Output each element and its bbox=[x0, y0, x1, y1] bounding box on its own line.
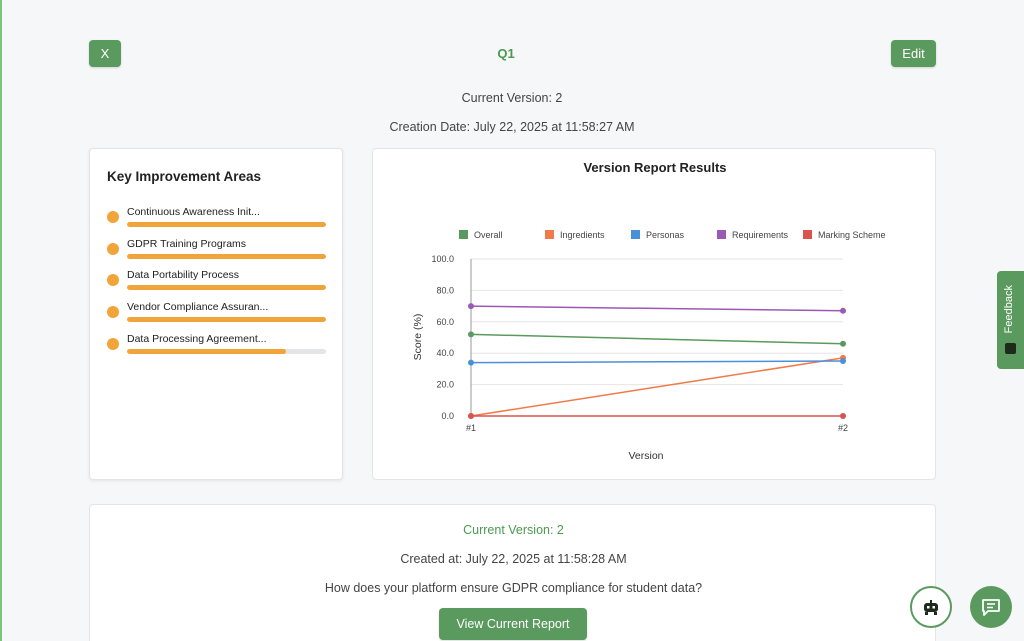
x-axis-label: Version bbox=[628, 450, 663, 462]
feedback-tab[interactable]: Feedback bbox=[997, 271, 1024, 369]
version-report-chart-card: Version Report Results Overall Ingredients… bbox=[372, 148, 936, 480]
improvement-dot-icon bbox=[107, 274, 119, 286]
key-improvement-areas-title: Key Improvement Areas bbox=[107, 169, 262, 184]
legend-swatch bbox=[459, 230, 468, 239]
legend-swatch bbox=[631, 230, 640, 239]
y-tick-label: 80.0 bbox=[436, 285, 454, 295]
improvement-item: Data Portability Process bbox=[107, 269, 327, 295]
improvement-item: Data Processing Agreement... bbox=[107, 333, 327, 359]
improvement-progress-bar bbox=[127, 254, 326, 259]
improvement-item: GDPR Training Programs bbox=[107, 238, 327, 264]
series-line bbox=[470, 333, 844, 345]
x-tick-label: #1 bbox=[466, 423, 476, 433]
data-point bbox=[468, 331, 474, 338]
y-tick-label: 20.0 bbox=[436, 380, 454, 390]
legend-label: Personas bbox=[646, 230, 685, 240]
improvement-dot-icon bbox=[107, 338, 119, 350]
creation-date-text: Creation Date: July 22, 2025 at 11:58:27… bbox=[389, 120, 635, 134]
improvement-label: Vendor Compliance Assuran... bbox=[127, 301, 269, 313]
data-point bbox=[468, 413, 474, 419]
current-version-text: Current Version: 2 bbox=[461, 91, 563, 105]
data-point bbox=[468, 303, 474, 310]
y-tick-label: 0.0 bbox=[441, 411, 454, 421]
improvement-label: GDPR Training Programs bbox=[127, 238, 247, 250]
current-version-card: Current Version: 2 Created at: July 22, … bbox=[89, 504, 936, 641]
key-improvement-areas-card: Key Improvement Areas Continuous Awarene… bbox=[89, 148, 343, 480]
legend-swatch bbox=[717, 230, 726, 239]
page-title: Q1 bbox=[497, 46, 515, 61]
created-at-text: Created at: July 22, 2025 at 11:58:28 AM bbox=[400, 552, 627, 566]
chart-title: Version Report Results bbox=[583, 160, 726, 175]
question-text: How does your platform ensure GDPR compl… bbox=[324, 581, 703, 595]
data-point bbox=[840, 358, 846, 365]
bot-icon bbox=[924, 600, 938, 615]
improvement-progress-bar bbox=[127, 285, 326, 290]
improvement-label: Data Portability Process bbox=[127, 269, 240, 281]
improvement-dot-icon bbox=[107, 211, 119, 223]
improvement-dot-icon bbox=[107, 243, 119, 255]
improvement-progress-bar bbox=[127, 349, 326, 354]
legend-label: Marking Scheme bbox=[818, 230, 886, 240]
data-point bbox=[840, 340, 846, 347]
series-line bbox=[470, 360, 844, 364]
x-tick-label: #2 bbox=[838, 423, 848, 433]
legend-label: Ingredients bbox=[560, 230, 605, 240]
chat-button[interactable] bbox=[970, 586, 1012, 628]
improvement-dot-icon bbox=[107, 306, 119, 318]
y-tick-label: 100.0 bbox=[431, 254, 454, 264]
improvement-label: Data Processing Agreement... bbox=[127, 333, 267, 345]
series-line bbox=[470, 357, 844, 417]
chat-icon bbox=[982, 599, 1000, 616]
window-left-edge bbox=[0, 0, 2, 641]
bottom-current-version: Current Version: 2 bbox=[463, 523, 564, 537]
view-current-report-button[interactable]: View Current Report bbox=[439, 608, 587, 640]
series-line bbox=[470, 305, 844, 312]
edit-button[interactable]: Edit bbox=[891, 40, 936, 67]
data-point bbox=[468, 359, 474, 366]
y-tick-label: 60.0 bbox=[436, 317, 454, 327]
feedback-icon bbox=[1005, 343, 1016, 354]
improvement-label: Continuous Awareness Init... bbox=[127, 206, 260, 218]
improvement-item: Continuous Awareness Init... bbox=[107, 206, 327, 232]
close-button[interactable]: X bbox=[89, 40, 121, 67]
legend-swatch bbox=[803, 230, 812, 239]
feedback-label: Feedback bbox=[1003, 285, 1015, 334]
legend-label: Requirements bbox=[732, 230, 789, 240]
improvement-progress-bar bbox=[127, 317, 326, 322]
improvement-item: Vendor Compliance Assuran... bbox=[107, 301, 327, 327]
bot-button[interactable] bbox=[910, 586, 952, 628]
legend-label: Overall bbox=[474, 230, 503, 240]
data-point bbox=[840, 307, 846, 314]
y-tick-label: 40.0 bbox=[436, 348, 454, 358]
version-report-chart: Version Report Results Overall Ingredients… bbox=[412, 160, 886, 462]
y-axis-label: Score (%) bbox=[412, 314, 424, 361]
data-point bbox=[840, 413, 846, 419]
legend-swatch bbox=[545, 230, 554, 239]
improvement-progress-bar bbox=[127, 222, 326, 227]
